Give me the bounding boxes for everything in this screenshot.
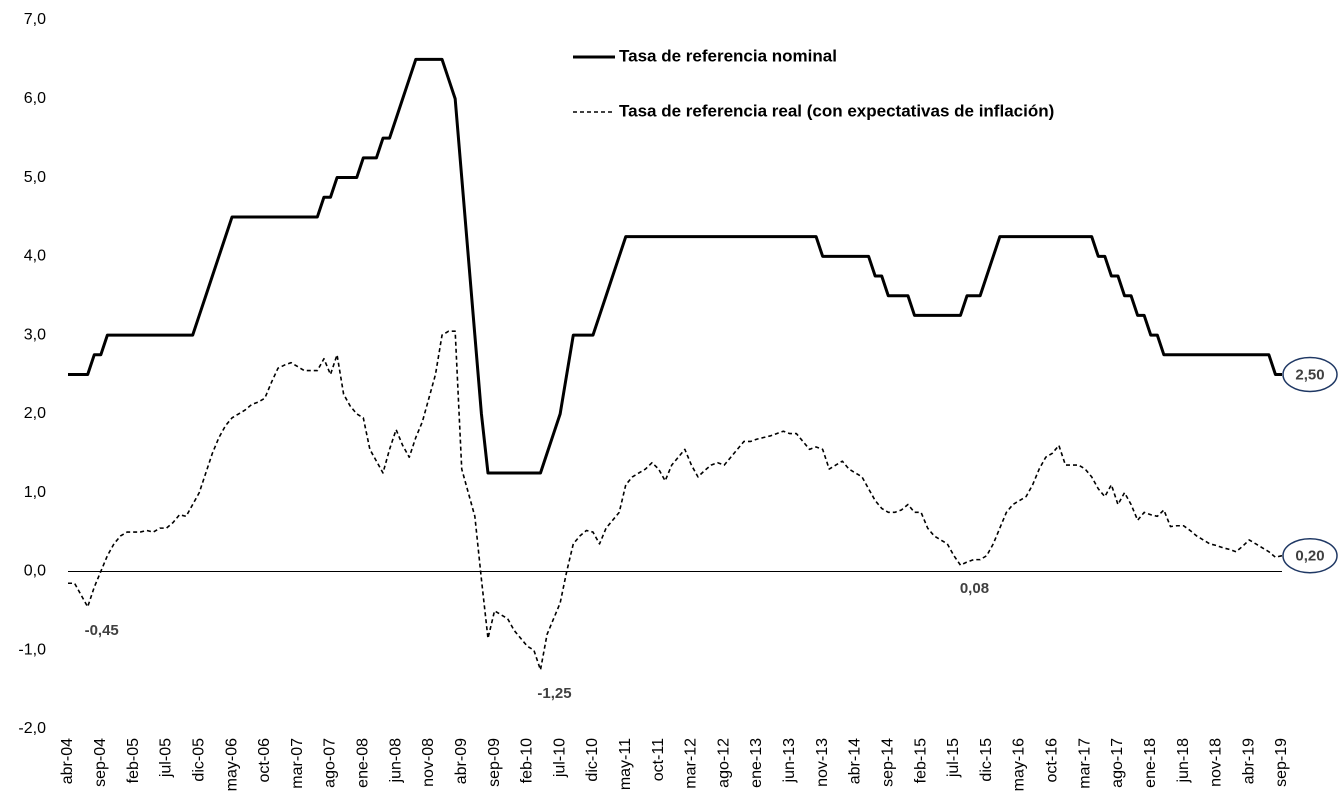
y-tick-label: 7,0 — [24, 11, 46, 28]
value-label: -0,45 — [85, 622, 119, 639]
y-tick-label: 3,0 — [24, 326, 46, 343]
x-tick-label: may-16 — [1011, 738, 1028, 791]
x-tick-label: nov-13 — [814, 738, 831, 787]
x-tick-label: sep-19 — [1273, 738, 1290, 787]
x-tick-label: ene-18 — [1142, 738, 1159, 788]
x-tick-label: mar-12 — [683, 738, 700, 789]
x-tick-label: oct-16 — [1044, 738, 1061, 783]
x-tick-label: abr-09 — [453, 738, 470, 784]
x-tick-label: dic-10 — [584, 738, 601, 782]
value-label: 0,20 — [1295, 548, 1324, 565]
value-label: 2,50 — [1295, 366, 1324, 383]
x-tick-label: sep-09 — [486, 738, 503, 787]
y-tick-label: 5,0 — [24, 169, 46, 186]
value-label: 0,08 — [960, 580, 989, 597]
x-tick-label: sep-14 — [879, 738, 896, 787]
x-tick-label: abr-14 — [847, 738, 864, 784]
x-tick-label: may-11 — [617, 738, 634, 790]
value-label: -1,25 — [537, 685, 571, 702]
legend-label: Tasa de referencia real (con expectativa… — [619, 101, 1054, 120]
y-tick-label: 2,0 — [24, 405, 46, 422]
x-tick-label: feb-05 — [125, 738, 142, 783]
x-tick-label: mar-07 — [289, 738, 306, 789]
x-tick-label: jul-05 — [158, 738, 175, 778]
x-tick-label: feb-15 — [912, 738, 929, 783]
x-tick-label: ene-08 — [355, 738, 372, 788]
x-tick-label: mar-17 — [1076, 738, 1093, 789]
x-tick-label: abr-04 — [59, 738, 76, 784]
x-tick-label: abr-19 — [1240, 738, 1257, 784]
y-tick-label: 6,0 — [24, 90, 46, 107]
x-tick-label: sep-04 — [92, 738, 109, 787]
x-tick-label: ene-13 — [748, 738, 765, 788]
label-circle — [1282, 537, 1338, 574]
label-circle — [1282, 356, 1338, 393]
x-tick-label: jul-15 — [945, 738, 962, 778]
x-tick-label: nov-18 — [1208, 738, 1225, 787]
y-tick-label: 1,0 — [24, 484, 46, 501]
y-tick-label: -1,0 — [18, 641, 46, 658]
x-tick-label: oct-06 — [256, 738, 273, 783]
x-tick-label: feb-10 — [519, 738, 536, 783]
x-tick-label: nov-08 — [420, 738, 437, 787]
x-tick-label: ago-07 — [322, 738, 339, 788]
y-tick-label: 4,0 — [24, 248, 46, 265]
x-tick-label: ago-17 — [1109, 738, 1126, 788]
x-tick-label: dic-15 — [978, 738, 995, 782]
x-tick-label: ago-12 — [715, 738, 732, 788]
legend-label: Tasa de referencia nominal — [619, 46, 837, 65]
x-tick-label: jun-18 — [1175, 738, 1192, 784]
x-tick-label: jul-10 — [551, 738, 568, 778]
x-tick-label: dic-05 — [190, 738, 207, 782]
x-tick-label: jun-08 — [387, 738, 404, 784]
y-tick-label: 0,0 — [24, 563, 46, 580]
x-tick-label: oct-11 — [650, 738, 667, 781]
series-line — [68, 57, 1282, 475]
series-line — [68, 330, 1283, 671]
y-tick-label: -2,0 — [18, 720, 46, 737]
x-tick-label: may-06 — [223, 738, 240, 791]
x-tick-label: jun-13 — [781, 738, 798, 784]
